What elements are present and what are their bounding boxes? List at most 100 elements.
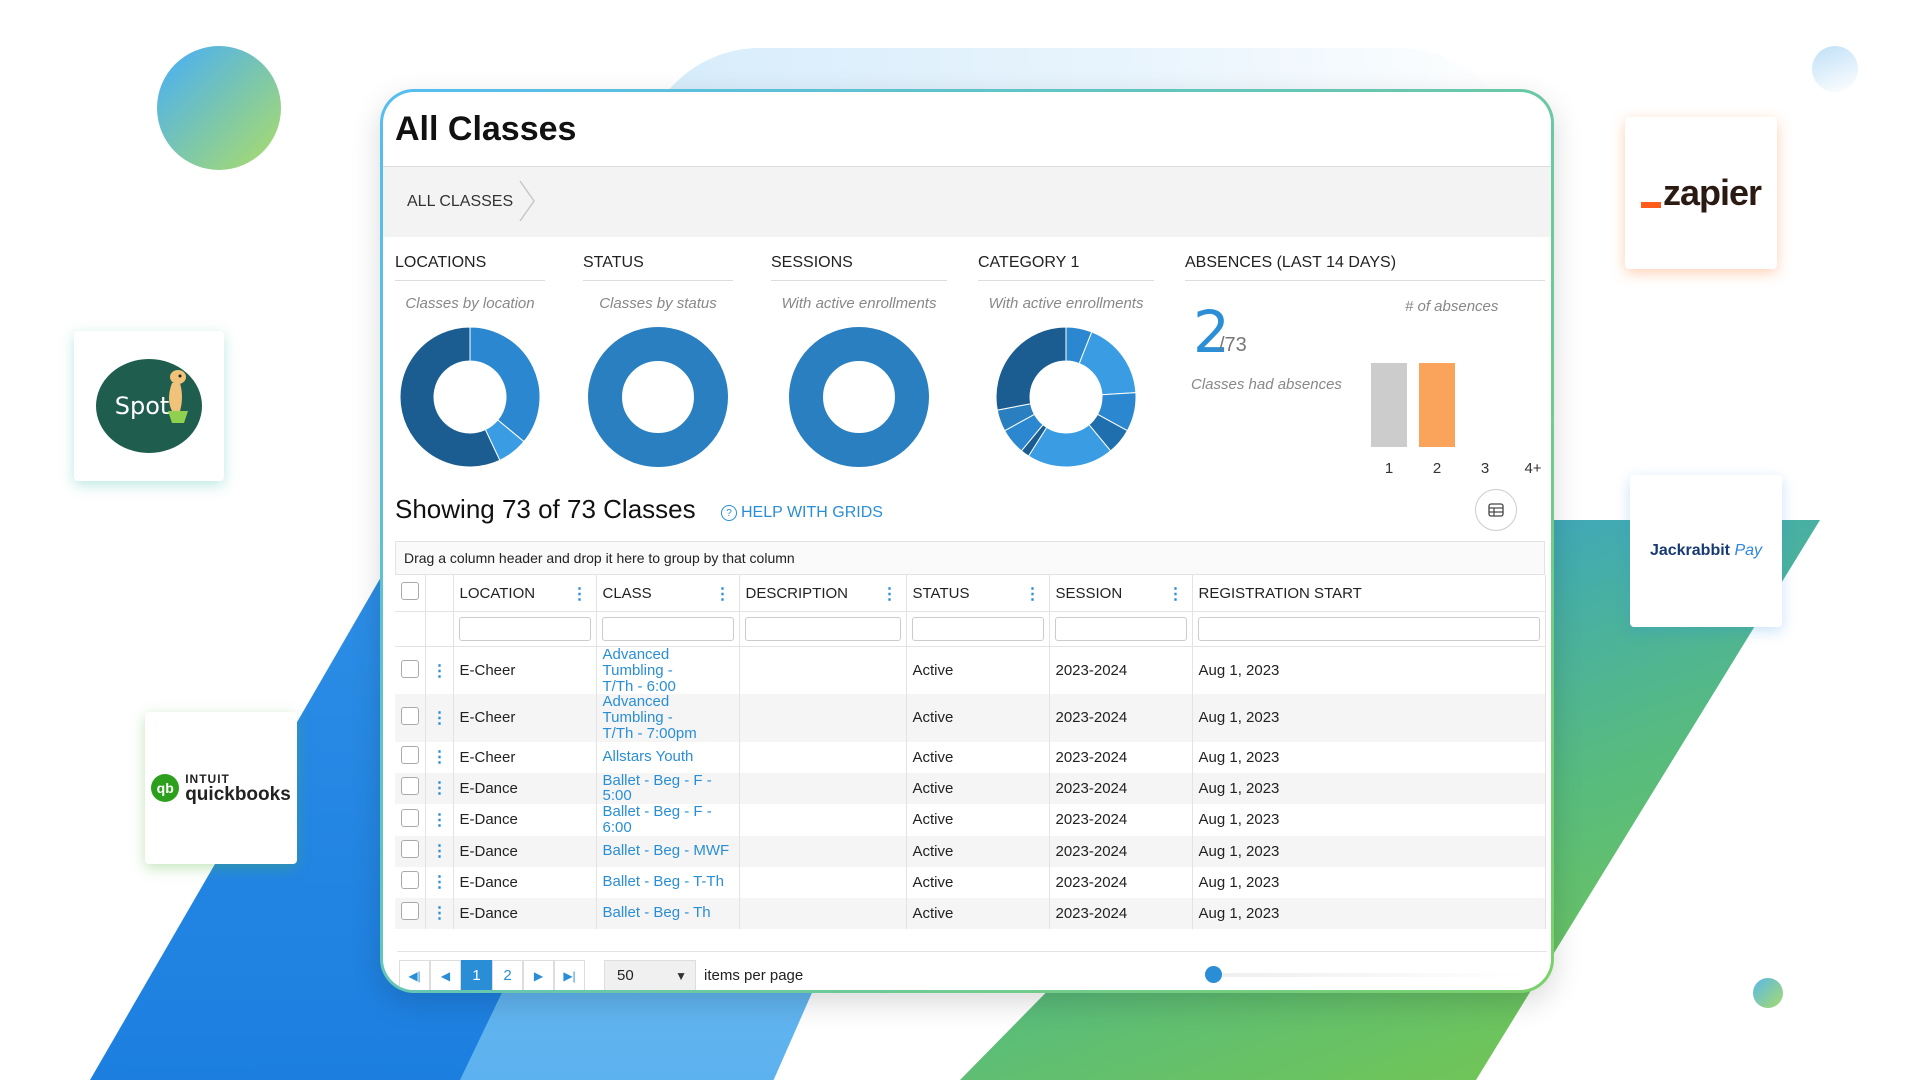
row-checkbox[interactable] (401, 871, 419, 889)
donut-slice[interactable] (469, 326, 541, 443)
status-filter-input[interactable] (911, 617, 1044, 641)
donut-slice[interactable] (995, 326, 1067, 411)
vertical-dots-icon[interactable]: ⋮ (431, 749, 448, 766)
items-per-page-select[interactable]: 50 ▼ (604, 960, 696, 990)
status-cell: Active (906, 741, 1050, 773)
page-button-2[interactable]: 2 (492, 960, 523, 990)
description-filter-input[interactable] (744, 617, 901, 641)
session-cell: 2023-2024 (1049, 646, 1193, 695)
absence-bar[interactable] (1419, 363, 1455, 447)
scrollbar-thumb[interactable] (1205, 966, 1222, 983)
class-link[interactable]: Ballet - Beg - F - 6:00 (603, 804, 733, 836)
widget-subtitle: Classes by location (405, 295, 535, 312)
session-filter-input[interactable] (1054, 617, 1187, 641)
column-label: STATUS (912, 584, 970, 602)
select-all-checkbox[interactable] (401, 582, 419, 600)
vertical-dots-icon[interactable]: ⋮ (714, 586, 731, 603)
absence-total: /73 (1219, 334, 1247, 356)
class-link[interactable]: Advanced Tumbling - T/Th - 7:00pm (603, 694, 733, 741)
spottv-logo-text: Spot (114, 392, 170, 420)
row-checkbox[interactable] (401, 902, 419, 920)
column-header-description[interactable]: DESCRIPTION ⋮ (739, 575, 907, 612)
page-number: 1 (472, 967, 481, 984)
row-checkbox[interactable] (401, 840, 419, 858)
horizontal-scrollbar[interactable] (1209, 973, 1529, 977)
sessions-donut-chart[interactable] (788, 326, 930, 468)
column-header-location[interactable]: LOCATION ⋮ (453, 575, 597, 612)
vertical-dots-icon[interactable]: ⋮ (431, 905, 448, 922)
help-with-grids-link[interactable]: ? HELP WITH GRIDS (721, 504, 883, 522)
donut-slice[interactable] (399, 326, 501, 468)
class-name-line: Ballet - Beg - Th (602, 904, 711, 922)
table-row[interactable]: ⋮ E-Dance Ballet - Beg - F - 6:00 Active 202… (395, 804, 1546, 836)
locations-donut-chart[interactable] (399, 326, 541, 468)
group-drop-zone[interactable]: Drag a column header and drop it here to… (395, 541, 1545, 575)
table-row[interactable]: ⋮ E-Cheer Advanced Tumbling - T/Th - 6:00 Ac… (395, 646, 1546, 695)
status-donut-chart[interactable] (587, 326, 729, 468)
class-link[interactable]: Ballet - Beg - Th (603, 905, 733, 921)
donut-slice[interactable] (789, 327, 929, 467)
class-filter-input[interactable] (601, 617, 734, 641)
row-select-cell (395, 694, 426, 742)
row-checkbox[interactable] (401, 706, 419, 725)
vertical-dots-icon[interactable]: ⋮ (1167, 586, 1184, 603)
donut-slice[interactable] (1078, 331, 1137, 396)
vertical-dots-icon[interactable]: ⋮ (431, 874, 448, 891)
vertical-dots-icon[interactable]: ⋮ (431, 780, 448, 798)
prev-page-button[interactable]: ◀ (430, 960, 461, 990)
description-cell (739, 804, 907, 836)
column-label: LOCATION (459, 584, 536, 602)
row-menu-header (425, 575, 454, 612)
column-header-status[interactable]: STATUS ⋮ (906, 575, 1050, 612)
table-row[interactable]: ⋮ E-Dance Ballet - Beg - MWF Active 2023-202… (395, 835, 1546, 867)
vertical-dots-icon[interactable]: ⋮ (431, 709, 448, 727)
table-row[interactable]: ⋮ E-Dance Ballet - Beg - Th Active 2023-2024… (395, 897, 1546, 929)
vertical-dots-icon[interactable]: ⋮ (431, 662, 448, 680)
vertical-dots-icon[interactable]: ⋮ (431, 843, 448, 860)
location-filter-input[interactable] (458, 617, 591, 641)
class-link[interactable]: Ballet - Beg - T-Th (603, 874, 733, 890)
class-link[interactable]: Ballet - Beg - F - 5:00 (603, 772, 733, 805)
location-cell: E-Dance (453, 772, 597, 804)
row-checkbox[interactable] (401, 659, 419, 678)
sessions-widget: SESSIONS With active enrollments (771, 254, 947, 468)
jackrabbit-text: Jackrabbit (1649, 542, 1730, 559)
pay-text: Pay (1734, 542, 1763, 559)
help-link-label: HELP WITH GRIDS (741, 504, 883, 521)
class-link[interactable]: Advanced Tumbling - T/Th - 6:00 (603, 647, 733, 694)
last-page-button[interactable]: ▶| (554, 960, 585, 990)
description-cell (739, 741, 907, 773)
column-header-registration-start[interactable]: REGISTRATION START (1192, 575, 1546, 612)
app-window: All Classes ALL CLASSES LOCATIONS Classe… (380, 89, 1554, 993)
vertical-dots-icon[interactable]: ⋮ (431, 811, 448, 829)
vertical-dots-icon[interactable]: ⋮ (881, 586, 898, 603)
column-label: REGISTRATION START (1198, 584, 1362, 602)
caret-down-icon: ▼ (675, 969, 687, 983)
kangaroo-icon (168, 370, 188, 423)
next-page-button[interactable]: ▶ (523, 960, 554, 990)
table-row[interactable]: ⋮ E-Cheer Advanced Tumbling - T/Th - 7:00pm… (395, 694, 1546, 742)
category-donut-chart[interactable] (995, 326, 1137, 468)
row-checkbox[interactable] (401, 777, 419, 796)
class-link[interactable]: Allstars Youth (603, 749, 733, 765)
class-link[interactable]: Ballet - Beg - MWF (603, 843, 733, 859)
donut-slice[interactable] (588, 327, 728, 467)
page-button-1[interactable]: 1 (461, 960, 492, 990)
results-count: Showing 73 of 73 Classes (395, 494, 696, 524)
vertical-dots-icon[interactable]: ⋮ (1024, 586, 1041, 603)
absence-bar[interactable] (1371, 363, 1407, 447)
breadcrumb[interactable]: ALL CLASSES (407, 193, 514, 210)
row-checkbox[interactable] (401, 808, 419, 827)
row-checkbox[interactable] (401, 746, 419, 764)
table-row[interactable]: ⋮ E-Cheer Allstars Youth Active 2023-2024 Aug… (395, 741, 1546, 773)
vertical-dots-icon[interactable]: ⋮ (571, 586, 588, 603)
table-row[interactable]: ⋮ E-Dance Ballet - Beg - T-Th Active 2023-20… (395, 866, 1546, 898)
table-row[interactable]: ⋮ E-Dance Ballet - Beg - F - 5:00 Active 202… (395, 772, 1546, 805)
first-page-button[interactable]: ◀​| (399, 960, 430, 990)
class-cell: Ballet - Beg - T-Th (596, 866, 740, 898)
description-cell (739, 772, 907, 804)
registration-start-filter-input[interactable] (1197, 617, 1540, 641)
column-header-session[interactable]: SESSION ⋮ (1049, 575, 1193, 612)
column-header-class[interactable]: CLASS ⋮ (596, 575, 740, 612)
grid-layout-button[interactable] (1475, 489, 1517, 531)
